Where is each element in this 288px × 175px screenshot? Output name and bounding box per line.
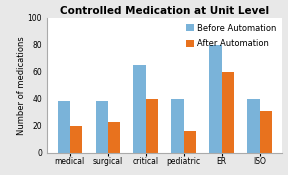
Bar xyxy=(221,72,234,153)
Bar xyxy=(146,99,158,153)
Bar xyxy=(209,45,221,153)
Title: Controlled Medication at Unit Level: Controlled Medication at Unit Level xyxy=(60,6,269,16)
Bar xyxy=(58,102,70,153)
Bar xyxy=(171,99,184,153)
Y-axis label: Number of medications: Number of medications xyxy=(17,36,26,135)
Bar xyxy=(96,102,108,153)
Bar xyxy=(259,111,272,153)
Legend: Before Automation, After Automation: Before Automation, After Automation xyxy=(184,22,278,50)
Bar xyxy=(134,65,146,153)
Bar xyxy=(70,126,82,153)
Bar xyxy=(108,122,120,153)
Bar xyxy=(247,99,259,153)
Bar xyxy=(184,131,196,153)
